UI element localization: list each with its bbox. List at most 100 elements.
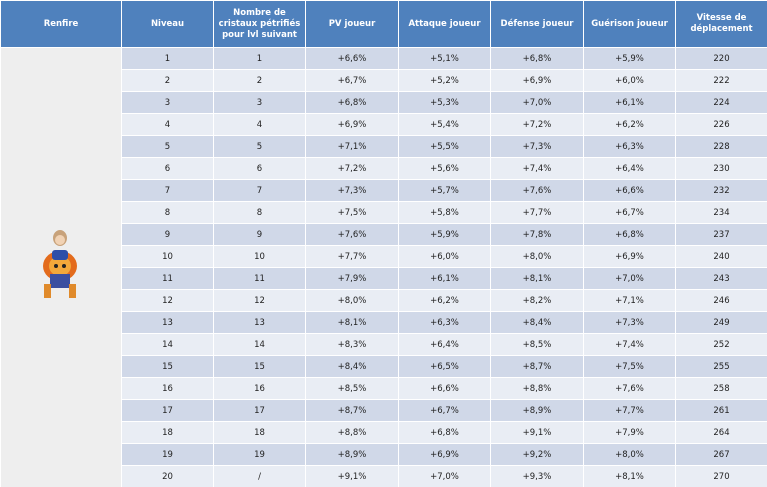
table-cell: +6,2%	[398, 289, 491, 312]
table-cell: +6,5%	[398, 355, 491, 378]
table-cell: +5,5%	[398, 135, 491, 158]
header-cell: Attaque joueur	[398, 0, 491, 48]
table-cell: +7,1%	[583, 289, 676, 312]
table-cell: 1	[121, 47, 214, 70]
table-cell: +7,1%	[305, 135, 399, 158]
table-cell: 10	[121, 245, 214, 268]
table-cell: 243	[675, 267, 767, 290]
table-cell: +8,1%	[583, 465, 676, 487]
table-cell: +6,0%	[583, 69, 676, 92]
table-cell: +8,7%	[305, 399, 399, 422]
table-cell: +5,6%	[398, 157, 491, 180]
table-cell: 7	[213, 179, 306, 202]
table-cell: 7	[121, 179, 214, 202]
table-cell: 1	[213, 47, 306, 70]
table-cell: 252	[675, 333, 767, 356]
table-cell: 9	[121, 223, 214, 246]
table-row: 8 8 +7,5% +5,8% +7,7% +6,7% 234	[1, 201, 767, 224]
table-cell: +7,8%	[490, 223, 584, 246]
table-cell: +8,1%	[490, 267, 584, 290]
table-cell: +6,9%	[490, 69, 584, 92]
table-cell: +6,1%	[398, 267, 491, 290]
pet-cell	[0, 47, 122, 487]
header-cell: Renfire	[0, 0, 122, 48]
table-cell: 14	[121, 333, 214, 356]
table-cell: +8,4%	[490, 311, 584, 334]
table-cell: +6,1%	[583, 91, 676, 114]
table-cell: 255	[675, 355, 767, 378]
table-row: 3 3 +6,8% +5,3% +7,0% +6,1% 224	[1, 91, 767, 114]
table-cell: +9,1%	[490, 421, 584, 444]
table-cell: +7,5%	[305, 201, 399, 224]
table-cell: 267	[675, 443, 767, 466]
table-row: 12 12 +8,0% +6,2% +8,2% +7,1% 246	[1, 289, 767, 312]
table-cell: 228	[675, 135, 767, 158]
table-cell: 226	[675, 113, 767, 136]
table-cell: +6,4%	[583, 157, 676, 180]
table-cell: 5	[121, 135, 214, 158]
table-cell: 249	[675, 311, 767, 334]
table-cell: +6,4%	[398, 333, 491, 356]
table-cell: /	[213, 465, 306, 487]
table-cell: +7,0%	[490, 91, 584, 114]
table-cell: 3	[121, 91, 214, 114]
table-cell: +8,3%	[305, 333, 399, 356]
table-cell: +8,2%	[490, 289, 584, 312]
header-cell: Défense joueur	[490, 0, 584, 48]
table-cell: 8	[213, 201, 306, 224]
table-cell: +8,0%	[305, 289, 399, 312]
table-cell: +8,0%	[490, 245, 584, 268]
table-cell: 264	[675, 421, 767, 444]
table-cell: 15	[213, 355, 306, 378]
header-cell: Vitesse de déplacement	[675, 0, 767, 48]
table-cell: 6	[121, 157, 214, 180]
table-row: 20/+9,1% +7,0% +9,3% +8,1% 270	[1, 465, 767, 487]
table-cell: +8,5%	[490, 333, 584, 356]
table-cell: +7,6%	[583, 377, 676, 400]
table-cell: 16	[213, 377, 306, 400]
pet-icon	[43, 230, 77, 298]
table-cell: 13	[213, 311, 306, 334]
table-cell: +6,8%	[490, 47, 584, 70]
table-cell: 18	[121, 421, 214, 444]
table-cell: +6,6%	[583, 179, 676, 202]
table-cell: +8,9%	[305, 443, 399, 466]
table-cell: +5,3%	[398, 91, 491, 114]
table-cell: 224	[675, 91, 767, 114]
table-cell: +8,8%	[490, 377, 584, 400]
table-cell: +8,5%	[305, 377, 399, 400]
table-cell: +7,7%	[305, 245, 399, 268]
header-cell: Nombre de cristaux pétrifiés pour lvl su…	[213, 0, 306, 48]
header-cell: PV joueur	[305, 0, 399, 48]
table-cell: +7,3%	[490, 135, 584, 158]
table-cell: +6,8%	[583, 223, 676, 246]
table-cell: 234	[675, 201, 767, 224]
table-cell: +7,6%	[305, 223, 399, 246]
table-cell: +5,9%	[583, 47, 676, 70]
table-body: 1 1 +6,6% +5,1% +6,8% +5,9% 220 2 2 +6,7% +5,2% +6,…	[0, 47, 767, 487]
table-cell: +7,2%	[490, 113, 584, 136]
table-cell: 237	[675, 223, 767, 246]
table-cell: 9	[213, 223, 306, 246]
table-cell: +6,6%	[305, 47, 399, 70]
table-cell: +8,9%	[490, 399, 584, 422]
table-cell: +6,7%	[583, 201, 676, 224]
table-cell: 14	[213, 333, 306, 356]
table-cell: +7,4%	[490, 157, 584, 180]
table-cell: +6,8%	[305, 91, 399, 114]
table-cell: 232	[675, 179, 767, 202]
header-row: Renfire Niveau Nombre de cristaux pétrifié…	[0, 0, 767, 48]
table-cell: +9,2%	[490, 443, 584, 466]
table-row: 4 4 +6,9% +5,4% +7,2% +6,2% 226	[1, 113, 767, 136]
header-cell: Niveau	[121, 0, 214, 48]
table-cell: 12	[213, 289, 306, 312]
table-cell: +5,2%	[398, 69, 491, 92]
table-cell: +7,0%	[398, 465, 491, 487]
table-cell: 240	[675, 245, 767, 268]
table-cell: +7,3%	[305, 179, 399, 202]
table-cell: +8,4%	[305, 355, 399, 378]
table-cell: +7,2%	[305, 157, 399, 180]
table-cell: 4	[121, 113, 214, 136]
